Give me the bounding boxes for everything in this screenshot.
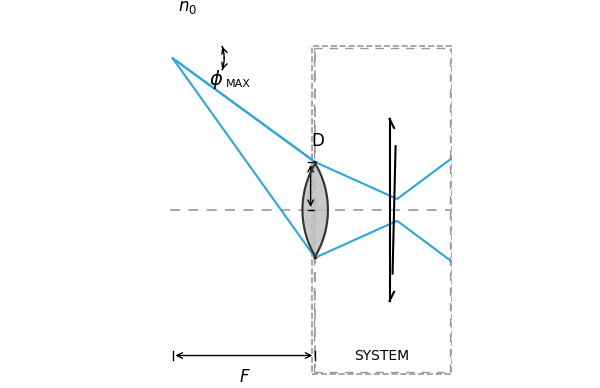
Text: SYSTEM: SYSTEM	[355, 348, 409, 362]
Text: $n_0$: $n_0$	[178, 0, 197, 16]
Text: D: D	[312, 132, 325, 150]
Text: MAX: MAX	[226, 79, 251, 89]
Text: F: F	[239, 368, 248, 386]
Text: $\phi$: $\phi$	[209, 68, 223, 91]
